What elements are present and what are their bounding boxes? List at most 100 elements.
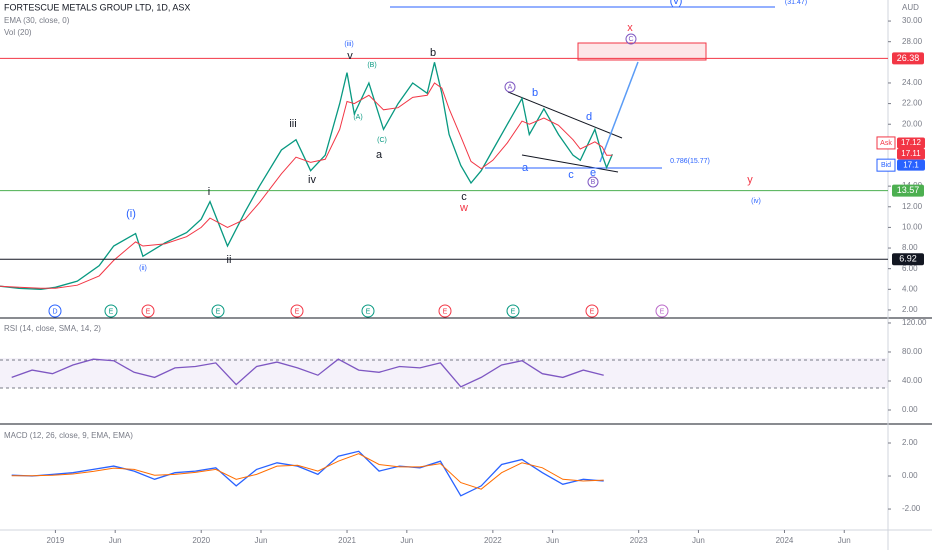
x-tick-label: 2021 bbox=[338, 536, 356, 545]
event-marker bbox=[361, 304, 375, 318]
event-label: E bbox=[109, 308, 114, 315]
quote-badge bbox=[897, 159, 925, 171]
level-label: 26.38 bbox=[897, 53, 920, 63]
macd-title: MACD (12, 26, close, 9, EMA, EMA) bbox=[4, 431, 133, 440]
y-tick-label: 24.00 bbox=[902, 78, 923, 87]
wave-label: (iii) bbox=[344, 41, 353, 48]
event-marker bbox=[104, 304, 118, 318]
wave-label: i bbox=[208, 186, 210, 198]
wedge-line bbox=[521, 154, 619, 173]
level-badge bbox=[892, 52, 924, 65]
y-tick-label: 4.00 bbox=[902, 284, 918, 293]
rsi-title: RSI (14, close, SMA, 14, 2) bbox=[4, 324, 101, 333]
wave-circle bbox=[625, 33, 637, 45]
x-tick-label: Jun bbox=[255, 536, 268, 545]
event-label: E bbox=[590, 308, 595, 315]
event-marker bbox=[141, 304, 155, 318]
series-line bbox=[11, 453, 604, 490]
wave-label: a bbox=[522, 162, 529, 174]
wave-circle bbox=[504, 81, 516, 93]
symbol-title: FORTESCUE METALS GROUP LTD, 1D, ASX bbox=[4, 2, 190, 12]
event-marker bbox=[211, 304, 225, 318]
event-label: E bbox=[511, 308, 516, 315]
wave-label: a bbox=[376, 149, 383, 161]
y-tick-label: 20.00 bbox=[902, 119, 923, 128]
y-tick-label: 30.00 bbox=[902, 16, 923, 25]
quote-label: 17.11 bbox=[901, 149, 921, 158]
y-tick-label: 80.00 bbox=[902, 347, 923, 356]
wave-label: b bbox=[532, 87, 538, 99]
wave-label: (C) bbox=[377, 137, 387, 144]
quote-badge bbox=[897, 148, 925, 160]
x-tick-label: Jun bbox=[838, 536, 851, 545]
x-tick-label: 2024 bbox=[776, 536, 794, 545]
wave-label: b bbox=[430, 47, 436, 59]
wave-label: v bbox=[347, 50, 353, 62]
y-tick-label: 40.00 bbox=[902, 376, 923, 385]
y-tick-label: 120.00 bbox=[902, 318, 927, 327]
wedge-line bbox=[507, 91, 623, 139]
level-badge bbox=[892, 253, 924, 266]
x-tick-label: 2023 bbox=[630, 536, 648, 545]
currency: AUD bbox=[902, 3, 919, 12]
quote-tag-label: Bid bbox=[881, 162, 891, 169]
x-tick-label: Jun bbox=[546, 536, 559, 545]
wave-label: y bbox=[747, 174, 753, 186]
wave-label: ii bbox=[227, 254, 232, 266]
y-tick-label: 8.00 bbox=[902, 243, 918, 252]
quote-label: 17.12 bbox=[901, 138, 922, 147]
wave-circle bbox=[587, 176, 599, 188]
event-label: E bbox=[295, 308, 300, 315]
event-label: E bbox=[660, 308, 665, 315]
wave-label: (iv) bbox=[751, 198, 761, 205]
quote-badge bbox=[897, 137, 925, 149]
series-line bbox=[0, 82, 613, 289]
wave-label: (i) bbox=[126, 208, 136, 220]
wave-label: c bbox=[461, 191, 467, 203]
series-line bbox=[11, 358, 604, 388]
event-marker bbox=[290, 304, 304, 318]
x-tick-label: Jun bbox=[109, 536, 122, 545]
event-label: E bbox=[366, 308, 371, 315]
rsi-band bbox=[0, 358, 888, 388]
x-tick-label: 2019 bbox=[47, 536, 65, 545]
event-label: E bbox=[216, 308, 221, 315]
wave-label: e bbox=[590, 167, 596, 179]
wave-label: c bbox=[568, 169, 574, 181]
y-tick-label: 10.00 bbox=[902, 223, 923, 232]
wave-label: (ii) bbox=[139, 265, 147, 272]
event-marker bbox=[655, 304, 669, 318]
wave-label: 0.786(15.77) bbox=[670, 158, 710, 165]
event-marker bbox=[438, 304, 452, 318]
event-marker bbox=[585, 304, 599, 318]
event-label: E bbox=[146, 308, 151, 315]
y-tick-label: 12.00 bbox=[902, 202, 923, 211]
level-label: 6.92 bbox=[899, 254, 917, 264]
wave-label: iii bbox=[289, 118, 296, 130]
y-tick-label: 28.00 bbox=[902, 37, 923, 46]
series-line bbox=[0, 62, 613, 290]
y-tick-label: 6.00 bbox=[902, 264, 918, 273]
x-tick-label: Jun bbox=[400, 536, 413, 545]
y-tick-label: 22.00 bbox=[902, 99, 923, 108]
quote-tag-label: Ask bbox=[880, 140, 892, 147]
wave-label: iv bbox=[308, 174, 316, 186]
x-tick-label: 2020 bbox=[192, 536, 210, 545]
y-tick-label: -2.00 bbox=[902, 504, 921, 513]
quote-tag bbox=[876, 158, 896, 172]
y-tick-label: 0.00 bbox=[902, 405, 918, 414]
series-line bbox=[11, 450, 604, 497]
level-badge bbox=[892, 184, 924, 197]
x-tick-label: 2022 bbox=[484, 536, 502, 545]
target-box bbox=[577, 42, 707, 61]
y-tick-label: 2.00 bbox=[902, 438, 918, 447]
wave-label: d bbox=[586, 111, 592, 123]
event-marker bbox=[48, 304, 62, 318]
quote-label: 17.1 bbox=[903, 160, 919, 169]
event-marker bbox=[506, 304, 520, 318]
indicator-label: EMA (30, close, 0) bbox=[4, 16, 70, 25]
wave-label: C bbox=[628, 36, 633, 43]
wave-label: (v) bbox=[670, 0, 683, 7]
wave-label: (B) bbox=[367, 62, 376, 69]
